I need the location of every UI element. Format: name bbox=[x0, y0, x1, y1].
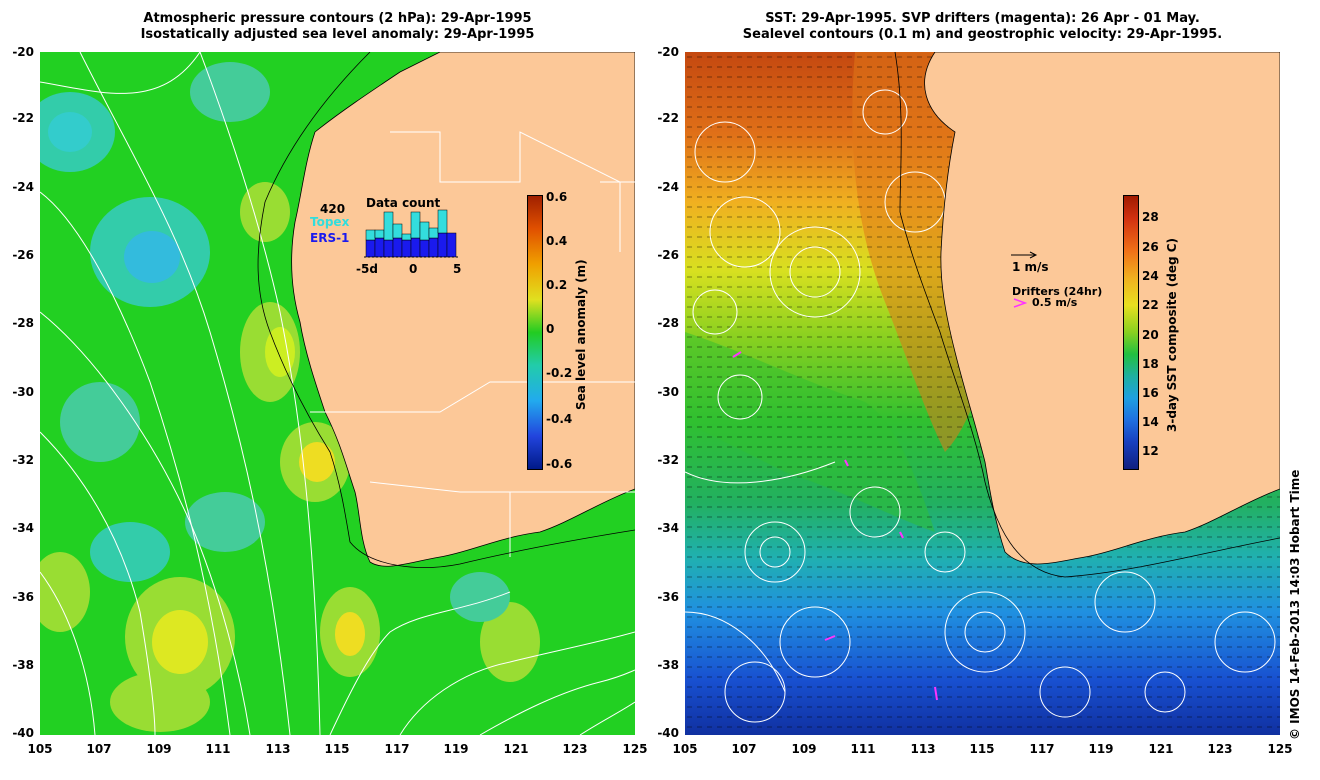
left-title-line2: Isostatically adjusted sea level anomaly… bbox=[140, 27, 535, 42]
left-title-line1: Atmospheric pressure contours (2 hPa): 2… bbox=[143, 11, 532, 26]
lat-tick: -20 bbox=[12, 45, 34, 59]
cb-tick: 0.4 bbox=[546, 234, 568, 248]
histogram-axis-label: -5d bbox=[356, 262, 378, 276]
australia-land-sst bbox=[924, 52, 1280, 565]
lon-tick: 123 bbox=[1207, 742, 1233, 756]
cb-tick: 16 bbox=[1142, 386, 1159, 400]
svp-drifters bbox=[732, 351, 938, 701]
lat-tick: -26 bbox=[12, 248, 34, 262]
cb-tick: -0.6 bbox=[546, 457, 573, 471]
lon-tick: 111 bbox=[205, 742, 231, 756]
lon-tick: 123 bbox=[562, 742, 588, 756]
lat-tick: -22 bbox=[657, 111, 679, 125]
lon-tick: 105 bbox=[27, 742, 53, 756]
velocity-key-label: 1 m/s bbox=[1012, 260, 1049, 274]
data-count-total: 420 bbox=[320, 202, 346, 216]
histogram-axis-label: 0 bbox=[409, 262, 418, 276]
lat-tick: -32 bbox=[657, 453, 679, 467]
drifter-key-title: Drifters (24hr) bbox=[1012, 285, 1103, 298]
sst-map[interactable] bbox=[685, 52, 1280, 735]
lat-tick: -22 bbox=[12, 111, 34, 125]
cb-tick: 28 bbox=[1142, 210, 1159, 224]
lat-tick: -30 bbox=[657, 385, 679, 399]
cb-tick: -0.2 bbox=[546, 366, 573, 380]
lon-tick: 113 bbox=[265, 742, 291, 756]
lat-tick: -24 bbox=[657, 180, 679, 194]
lat-tick: -36 bbox=[12, 590, 34, 604]
sla-map-svg bbox=[40, 52, 635, 735]
histogram-axis-label: 5 bbox=[453, 262, 462, 276]
australia-land bbox=[291, 52, 635, 567]
sst-colorbar bbox=[1123, 195, 1139, 470]
cb-tick: 24 bbox=[1142, 269, 1159, 283]
cb-tick: -0.4 bbox=[546, 412, 573, 426]
sst-map-svg bbox=[685, 52, 1280, 735]
lon-tick: 115 bbox=[324, 742, 350, 756]
sla-colorbar-title: Sea level anomaly (m) bbox=[574, 259, 588, 410]
lon-tick: 109 bbox=[146, 742, 172, 756]
lat-tick: -34 bbox=[12, 521, 34, 535]
lat-tick: -36 bbox=[657, 590, 679, 604]
lon-tick: 125 bbox=[622, 742, 648, 756]
right-title-line1: SST: 29-Apr-1995. SVP drifters (magenta)… bbox=[765, 11, 1200, 26]
lon-tick: 107 bbox=[86, 742, 112, 756]
right-title-line2: Sealevel contours (0.1 m) and geostrophi… bbox=[742, 27, 1223, 42]
drifter-key-speed: 0.5 m/s bbox=[1032, 296, 1078, 309]
lat-tick: -38 bbox=[657, 658, 679, 672]
lon-tick: 119 bbox=[1088, 742, 1114, 756]
cb-tick: 12 bbox=[1142, 444, 1159, 458]
lat-tick: -28 bbox=[657, 316, 679, 330]
lon-tick: 115 bbox=[969, 742, 995, 756]
lon-tick: 121 bbox=[1148, 742, 1174, 756]
left-map-title: Atmospheric pressure contours (2 hPa): 2… bbox=[40, 11, 635, 43]
ers-bars bbox=[365, 232, 457, 258]
cb-tick: 18 bbox=[1142, 357, 1159, 371]
lon-tick: 111 bbox=[850, 742, 876, 756]
lon-tick: 121 bbox=[503, 742, 529, 756]
topex-label: Topex bbox=[310, 215, 350, 229]
lat-tick: -38 bbox=[12, 658, 34, 672]
lat-tick: -24 bbox=[12, 180, 34, 194]
lon-tick: 113 bbox=[910, 742, 936, 756]
cb-tick: 22 bbox=[1142, 298, 1159, 312]
lat-tick: -30 bbox=[12, 385, 34, 399]
data-count-histogram bbox=[364, 209, 458, 258]
right-map-title: SST: 29-Apr-1995. SVP drifters (magenta)… bbox=[685, 11, 1280, 43]
sla-anomaly-patches bbox=[40, 62, 540, 732]
velocity-key-arrow bbox=[1011, 251, 1038, 259]
cb-tick: 14 bbox=[1142, 415, 1159, 429]
sealevel-contours bbox=[685, 89, 1276, 723]
lon-tick: 109 bbox=[791, 742, 817, 756]
sea-level-anomaly-map[interactable] bbox=[40, 52, 635, 735]
lat-tick: -40 bbox=[12, 726, 34, 740]
ers-label: ERS-1 bbox=[310, 231, 350, 245]
lat-tick: -40 bbox=[657, 726, 679, 740]
lon-tick: 125 bbox=[1267, 742, 1293, 756]
cb-tick: 0 bbox=[546, 322, 555, 336]
lat-tick: -26 bbox=[657, 248, 679, 262]
shelf-contour-sst bbox=[894, 52, 1280, 578]
pressure-contours bbox=[40, 52, 635, 735]
lon-tick: 117 bbox=[1029, 742, 1055, 756]
cb-tick: 20 bbox=[1142, 328, 1159, 342]
sst-colorbar-title: 3-day SST composite (deg C) bbox=[1165, 237, 1179, 432]
sla-colorbar bbox=[527, 195, 543, 470]
lat-tick: -28 bbox=[12, 316, 34, 330]
cb-tick: 26 bbox=[1142, 240, 1159, 254]
lon-tick: 105 bbox=[672, 742, 698, 756]
lon-tick: 119 bbox=[443, 742, 469, 756]
cb-tick: 0.2 bbox=[546, 278, 568, 292]
shelf-contour bbox=[257, 52, 635, 568]
lon-tick: 117 bbox=[384, 742, 410, 756]
data-count-title: Data count bbox=[366, 196, 441, 210]
copyright-notice: © IMOS 14-Feb-2013 14:03 Hobart Time bbox=[1288, 469, 1302, 740]
lat-tick: -32 bbox=[12, 453, 34, 467]
lon-tick: 107 bbox=[731, 742, 757, 756]
cb-tick: 0.6 bbox=[546, 190, 568, 204]
lat-tick: -34 bbox=[657, 521, 679, 535]
drifter-key-arrow bbox=[1013, 298, 1027, 308]
lat-tick: -20 bbox=[657, 45, 679, 59]
topex-bars bbox=[365, 209, 448, 241]
